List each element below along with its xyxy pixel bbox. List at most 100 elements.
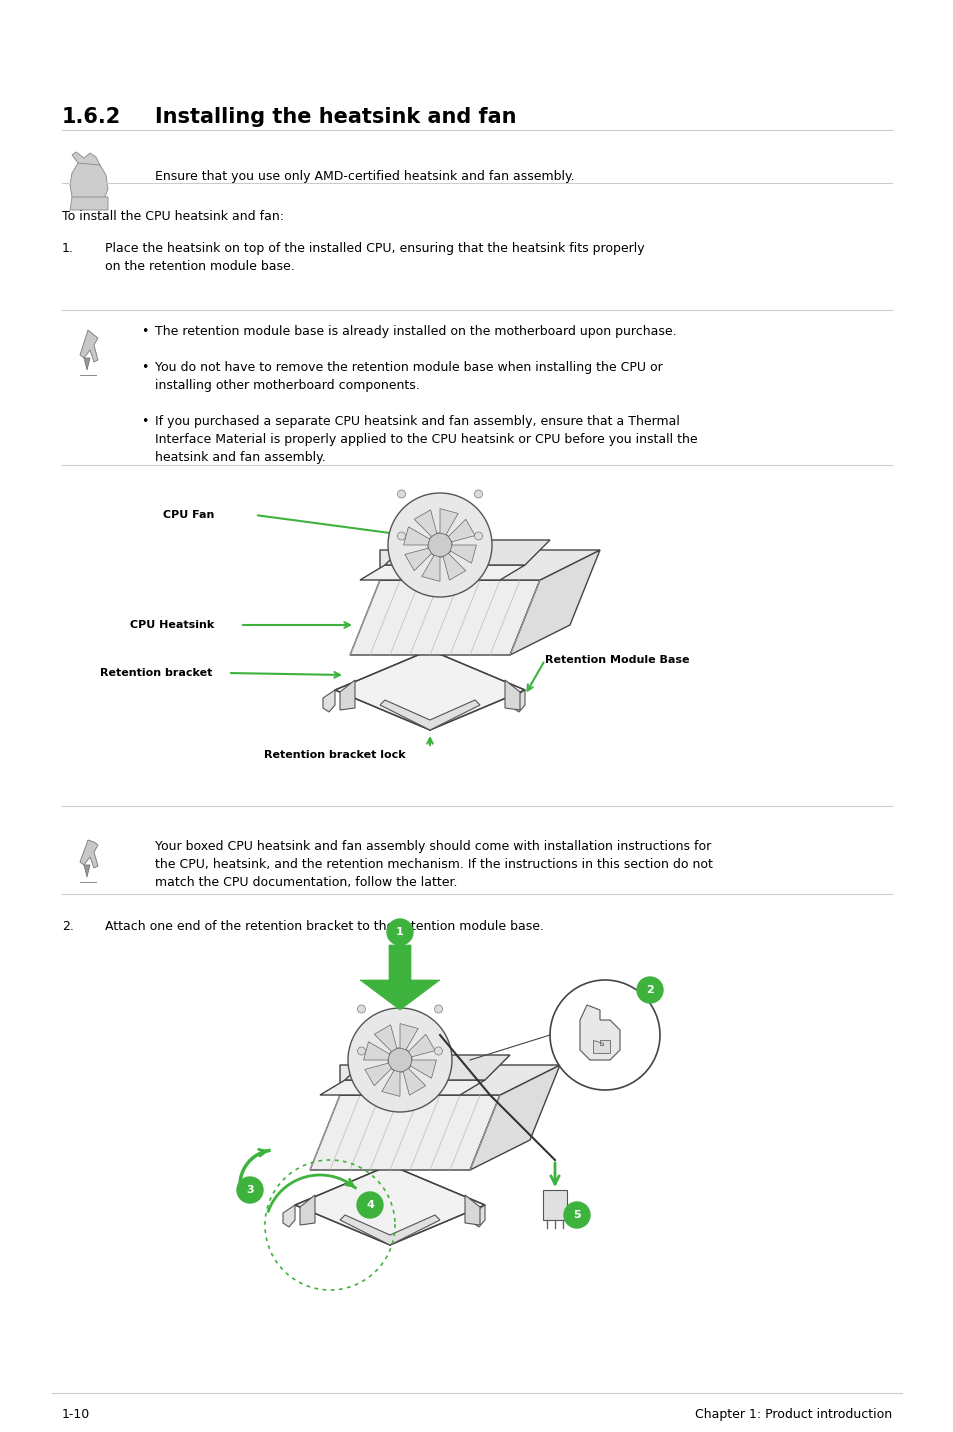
Polygon shape (450, 546, 476, 563)
Text: •: • (141, 325, 149, 338)
Text: Chapter 1: Product introduction: Chapter 1: Product introduction (694, 1408, 891, 1421)
Polygon shape (339, 680, 355, 710)
Polygon shape (404, 548, 431, 571)
Polygon shape (84, 865, 90, 876)
Polygon shape (363, 1042, 389, 1060)
Polygon shape (335, 650, 524, 730)
Polygon shape (470, 1065, 559, 1170)
Polygon shape (80, 329, 98, 362)
Text: You do not have to remove the retention module base when installing the CPU or: You do not have to remove the retention … (154, 361, 662, 374)
Circle shape (387, 919, 413, 945)
Polygon shape (403, 1068, 425, 1095)
Text: on the retention module base.: on the retention module base. (105, 261, 294, 274)
Polygon shape (374, 1025, 396, 1051)
Text: 4: 4 (366, 1200, 374, 1210)
Polygon shape (350, 580, 539, 654)
Polygon shape (542, 1190, 566, 1220)
Circle shape (397, 533, 405, 540)
Text: Interface Material is properly applied to the CPU heatsink or CPU before you ins: Interface Material is properly applied t… (154, 432, 697, 445)
Text: Place the heatsink on top of the installed CPU, ensuring that the heatsink fits : Place the heatsink on top of the install… (105, 242, 644, 255)
Text: installing other motherboard components.: installing other motherboard components. (154, 379, 419, 392)
Polygon shape (579, 1005, 619, 1060)
Polygon shape (410, 1060, 436, 1078)
Circle shape (236, 1177, 263, 1203)
Polygon shape (294, 1166, 484, 1244)
Polygon shape (399, 1024, 417, 1050)
Text: match the CPU documentation, follow the latter.: match the CPU documentation, follow the … (154, 876, 457, 889)
Polygon shape (381, 1070, 399, 1097)
Text: Retention bracket lock: Retention bracket lock (264, 750, 405, 760)
Text: The retention module base is already installed on the motherboard upon purchase.: The retention module base is already ins… (154, 325, 676, 338)
Text: •: • (141, 361, 149, 374)
Text: To install the CPU heatsink and fan:: To install the CPU heatsink and fan: (62, 211, 284, 223)
Polygon shape (464, 1194, 479, 1224)
Text: 3: 3 (246, 1186, 253, 1194)
Circle shape (434, 1005, 442, 1012)
Circle shape (474, 533, 482, 540)
Text: 2: 2 (645, 985, 653, 995)
Polygon shape (364, 1063, 391, 1085)
Text: the CPU, heatsink, and the retention mechanism. If the instructions in this sect: the CPU, heatsink, and the retention mec… (154, 858, 712, 871)
Polygon shape (504, 680, 519, 710)
Circle shape (474, 490, 482, 498)
Polygon shape (71, 152, 100, 165)
Text: Ensure that you use only AMD-certified heatsink and fan assembly.: Ensure that you use only AMD-certified h… (154, 170, 574, 183)
Polygon shape (421, 556, 439, 581)
Polygon shape (408, 1034, 435, 1057)
Polygon shape (448, 520, 475, 541)
Circle shape (550, 979, 659, 1090)
Text: Installing the heatsink and fan: Installing the heatsink and fan (154, 107, 516, 127)
Text: Retention Module Base: Retention Module Base (544, 654, 689, 664)
Polygon shape (310, 1095, 499, 1170)
Polygon shape (473, 1204, 484, 1227)
Polygon shape (403, 527, 429, 546)
Circle shape (357, 1047, 365, 1055)
Text: CPU Heatsink: CPU Heatsink (130, 620, 214, 630)
Polygon shape (70, 160, 108, 208)
Text: Retention bracket: Retention bracket (100, 667, 213, 677)
Polygon shape (510, 550, 599, 654)
Polygon shape (513, 690, 524, 712)
Circle shape (356, 1191, 382, 1219)
Circle shape (348, 1008, 452, 1113)
Circle shape (388, 493, 492, 597)
Text: 1.6.2: 1.6.2 (62, 107, 121, 127)
Polygon shape (379, 700, 479, 730)
Circle shape (563, 1201, 589, 1229)
Text: •: • (141, 415, 149, 428)
Circle shape (428, 533, 452, 557)
Circle shape (434, 1047, 442, 1055)
Text: If you purchased a separate CPU heatsink and fan assembly, ensure that a Thermal: If you purchased a separate CPU heatsink… (154, 415, 679, 428)
Circle shape (397, 490, 405, 498)
Text: Attach one end of the retention bracket to the retention module base.: Attach one end of the retention bracket … (105, 919, 543, 934)
Text: heatsink and fan assembly.: heatsink and fan assembly. (154, 451, 325, 464)
Polygon shape (359, 945, 439, 1010)
Polygon shape (283, 1204, 294, 1227)
Polygon shape (80, 841, 98, 868)
Circle shape (388, 1048, 412, 1073)
Polygon shape (439, 508, 457, 534)
Polygon shape (345, 1055, 510, 1080)
Polygon shape (414, 510, 436, 537)
Polygon shape (319, 1080, 484, 1095)
Text: 1: 1 (395, 927, 403, 937)
Text: CPU Fan: CPU Fan (163, 510, 214, 520)
Polygon shape (339, 1214, 439, 1244)
Polygon shape (339, 1065, 559, 1095)
Polygon shape (385, 540, 550, 566)
Polygon shape (323, 690, 335, 712)
Circle shape (637, 977, 662, 1002)
Polygon shape (359, 566, 524, 580)
Polygon shape (379, 550, 599, 580)
Text: 1.: 1. (62, 242, 73, 255)
Text: Your boxed CPU heatsink and fan assembly should come with installation instructi: Your boxed CPU heatsink and fan assembly… (154, 841, 711, 853)
Polygon shape (70, 198, 108, 211)
Polygon shape (299, 1194, 314, 1224)
Polygon shape (593, 1040, 609, 1053)
Polygon shape (442, 554, 465, 580)
Polygon shape (84, 358, 90, 369)
Text: 1-10: 1-10 (62, 1408, 91, 1421)
Text: 2.: 2. (62, 919, 73, 934)
Text: 5: 5 (573, 1210, 580, 1220)
Circle shape (357, 1005, 365, 1012)
